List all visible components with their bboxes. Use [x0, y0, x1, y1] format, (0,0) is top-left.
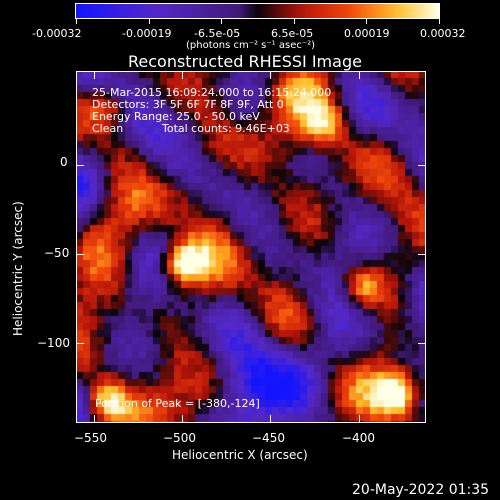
colorbar-tick-label: -0.00019	[122, 27, 172, 40]
x-axis-label: Heliocentric X (arcsec)	[172, 448, 308, 462]
colorbar-tick-label: 0.00032	[420, 27, 466, 40]
axis-tick-mark	[418, 165, 426, 167]
axis-tick-mark	[93, 71, 95, 79]
plot-title: Reconstructed RHESSI Image	[128, 52, 362, 71]
peak-position-text: Position of Peak = [-380,-124]	[95, 397, 260, 410]
colorbar	[75, 3, 440, 19]
x-tick-label: −400	[342, 431, 375, 445]
colorbar-tick-mark	[366, 19, 368, 24]
timestamp: 20-May-2022 01:35	[352, 482, 490, 498]
x-tick-label: −550	[74, 431, 107, 445]
x-tick-label: −500	[163, 431, 196, 445]
y-tick-label: −50	[44, 246, 70, 260]
energy-range-text: Energy Range: 25.0 - 50.0 keV	[92, 110, 260, 123]
colorbar-tick-label: 0.00019	[344, 27, 390, 40]
x-tick-label: −450	[252, 431, 285, 445]
colorbar-unit-label: (photons cm⁻² s⁻¹ asec⁻²)	[186, 40, 316, 51]
axis-tick-mark	[270, 71, 272, 79]
axis-tick-mark	[358, 71, 360, 79]
y-tick-label: −100	[37, 336, 70, 350]
axis-tick-mark	[182, 71, 184, 79]
colorbar-tick-mark	[76, 19, 77, 24]
colorbar-tick-label: -0.00032	[32, 27, 82, 40]
axis-tick-mark	[358, 415, 360, 423]
axis-tick-mark	[418, 343, 426, 344]
time-range-text: 25-Mar-2015 16:09:24.000 to 16:15:24.000	[92, 86, 332, 99]
method-text: Clean	[92, 122, 124, 135]
y-tick-label: 0	[60, 155, 68, 169]
colorbar-tick-mark	[148, 19, 150, 24]
colorbar-tick-label: -6.5e-05	[194, 27, 241, 40]
axis-tick-mark	[76, 343, 84, 344]
detectors-text: Detectors: 3F 5F 6F 7F 8F 9F, Att 0	[92, 98, 284, 111]
axis-tick-mark	[76, 165, 84, 167]
colorbar-tick-mark	[221, 19, 223, 24]
axis-tick-mark	[182, 415, 184, 423]
heatmap-image	[76, 71, 426, 423]
axis-tick-mark	[418, 254, 426, 256]
total-counts-text: Total counts: 9.46E+03	[162, 122, 290, 135]
axis-tick-mark	[76, 254, 84, 256]
colorbar-tick-mark	[439, 19, 440, 24]
axis-tick-mark	[93, 415, 95, 423]
axis-tick-mark	[270, 415, 272, 423]
colorbar-tick-label: 6.5e-05	[271, 27, 314, 40]
colorbar-tick-mark	[293, 19, 295, 24]
y-axis-label: Heliocentric Y (arcsec)	[11, 201, 25, 336]
